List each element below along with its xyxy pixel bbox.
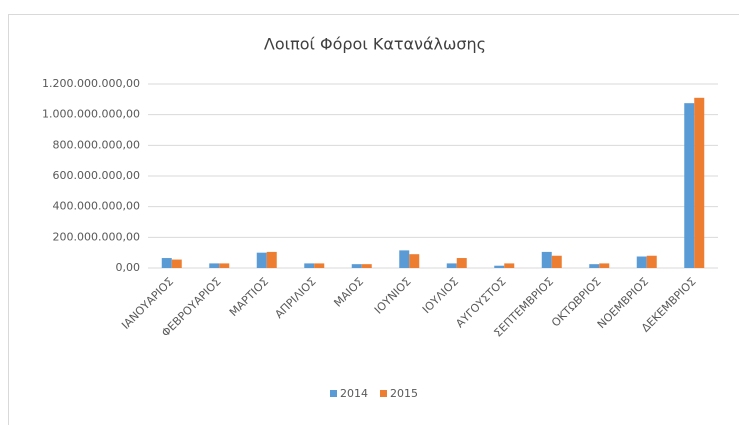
bar bbox=[361, 264, 372, 268]
bar bbox=[304, 263, 315, 268]
bar bbox=[551, 255, 562, 268]
bar bbox=[219, 263, 230, 268]
x-tick-label: ΑΠΡΙΛΙΟΣ bbox=[272, 275, 318, 321]
y-tick-label: 400.000.000,00 bbox=[53, 200, 140, 213]
legend-label: 2014 bbox=[340, 387, 368, 400]
bar bbox=[256, 252, 267, 268]
y-tick-label: 1.000.000.000,00 bbox=[42, 108, 140, 121]
bar bbox=[589, 264, 600, 268]
y-tick-label: 800.000.000,00 bbox=[53, 138, 140, 151]
legend-label: 2015 bbox=[390, 387, 418, 400]
bar bbox=[541, 251, 552, 268]
bar bbox=[494, 265, 505, 268]
bar bbox=[504, 263, 515, 268]
y-tick-label: 1.200.000.000,00 bbox=[42, 77, 140, 90]
bar bbox=[446, 263, 457, 268]
bar bbox=[351, 264, 362, 268]
chart-frame bbox=[8, 14, 739, 425]
bar bbox=[456, 258, 467, 268]
x-tick-label: ΙΟΥΝΙΟΣ bbox=[372, 275, 414, 317]
legend-swatch bbox=[330, 390, 337, 397]
bar bbox=[314, 263, 325, 268]
bar bbox=[161, 258, 172, 268]
bar bbox=[399, 250, 410, 268]
bar bbox=[266, 251, 277, 268]
bar bbox=[636, 256, 647, 268]
bar bbox=[646, 255, 657, 268]
y-tick-label: 0,00 bbox=[116, 261, 141, 274]
chart-title: Λοιποί Φόροι Κατανάλωσης bbox=[264, 35, 486, 54]
bar bbox=[171, 259, 182, 268]
bar bbox=[684, 103, 695, 269]
legend-swatch bbox=[380, 390, 387, 397]
bar bbox=[209, 263, 220, 268]
x-tick-label: ΙΟΥΛΙΟΣ bbox=[420, 275, 461, 316]
y-tick-label: 200.000.000,00 bbox=[53, 230, 140, 243]
bar bbox=[599, 263, 610, 268]
y-tick-label: 600.000.000,00 bbox=[53, 169, 140, 182]
bar bbox=[409, 254, 420, 268]
x-tick-label: ΜΑΙΟΣ bbox=[331, 275, 366, 310]
x-tick-label: ΜΑΡΤΙΟΣ bbox=[227, 275, 271, 319]
bar bbox=[694, 97, 705, 268]
